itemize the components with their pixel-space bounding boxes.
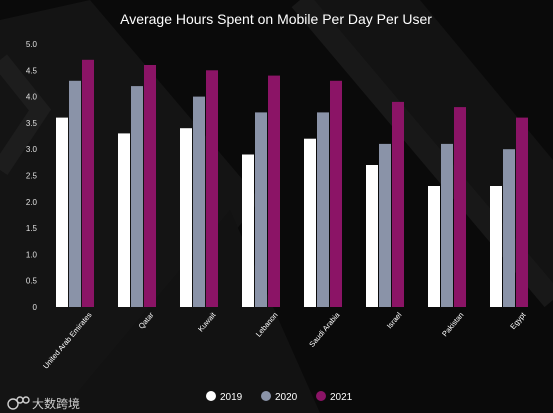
bar-2021-4 [330,80,342,307]
bar-2019-2 [180,128,192,307]
bar-2020-6 [441,143,453,307]
bar-2020-5 [379,143,391,307]
bar-2021-7 [516,117,528,307]
bar-2019-0 [56,117,68,307]
y-tick-label: 1.0 [26,250,38,259]
bar-2021-3 [268,75,280,307]
bar-2019-5 [366,165,378,307]
chart-title: Average Hours Spent on Mobile Per Day Pe… [120,11,432,27]
legend: 2019 2020 2021 [206,391,353,403]
bar-2020-1 [131,86,143,307]
bar-2021-5 [392,101,404,308]
bar-2019-4 [304,138,316,307]
bar-2020-7 [503,149,515,307]
bar-2019-7 [490,186,502,307]
bar-2021-1 [144,65,156,307]
y-tick-label: 0.5 [26,277,38,286]
watermark-text: 大数跨境 [32,396,80,411]
bar-2019-1 [118,133,130,307]
bars-layer [56,59,528,308]
x-tick-label: Egypt [508,310,528,331]
bar-2021-2 [206,70,218,307]
y-tick-label: 2.5 [26,172,38,181]
bar-2020-4 [317,112,329,308]
y-tick-label: 4.0 [26,93,38,102]
bar-2020-0 [69,80,81,307]
bar-2020-2 [193,96,205,307]
bar-2019-6 [428,186,440,307]
y-axis: 0 0.5 1.0 1.5 2.0 2.5 3.0 3.5 4.0 4.5 5.0 [26,40,38,312]
bar-2019-3 [242,154,254,307]
bar-2021-0 [82,59,94,307]
x-tick-label: Saudi Arabia [307,310,342,349]
y-tick-label: 4.5 [26,66,38,75]
y-tick-label: 0 [33,303,38,312]
y-tick-label: 1.5 [26,224,38,233]
bar-2020-3 [255,112,267,308]
y-tick-label: 3.0 [26,145,38,154]
legend-label: 2021 [330,392,353,403]
legend-marker-2019 [206,391,216,401]
brand-logo-icon [7,396,30,410]
bar-2021-6 [454,107,466,307]
x-tick-label: Pakistan [440,311,465,339]
legend-marker-2021 [316,391,326,401]
legend-marker-2020 [261,391,271,401]
watermark: 大数跨境 [7,396,80,411]
y-tick-label: 5.0 [26,40,38,49]
y-tick-label: 3.5 [26,119,38,128]
y-tick-label: 2.0 [26,198,38,207]
x-tick-label: Israel [385,310,404,330]
legend-label: 2019 [220,392,243,403]
legend-label: 2020 [275,392,298,403]
